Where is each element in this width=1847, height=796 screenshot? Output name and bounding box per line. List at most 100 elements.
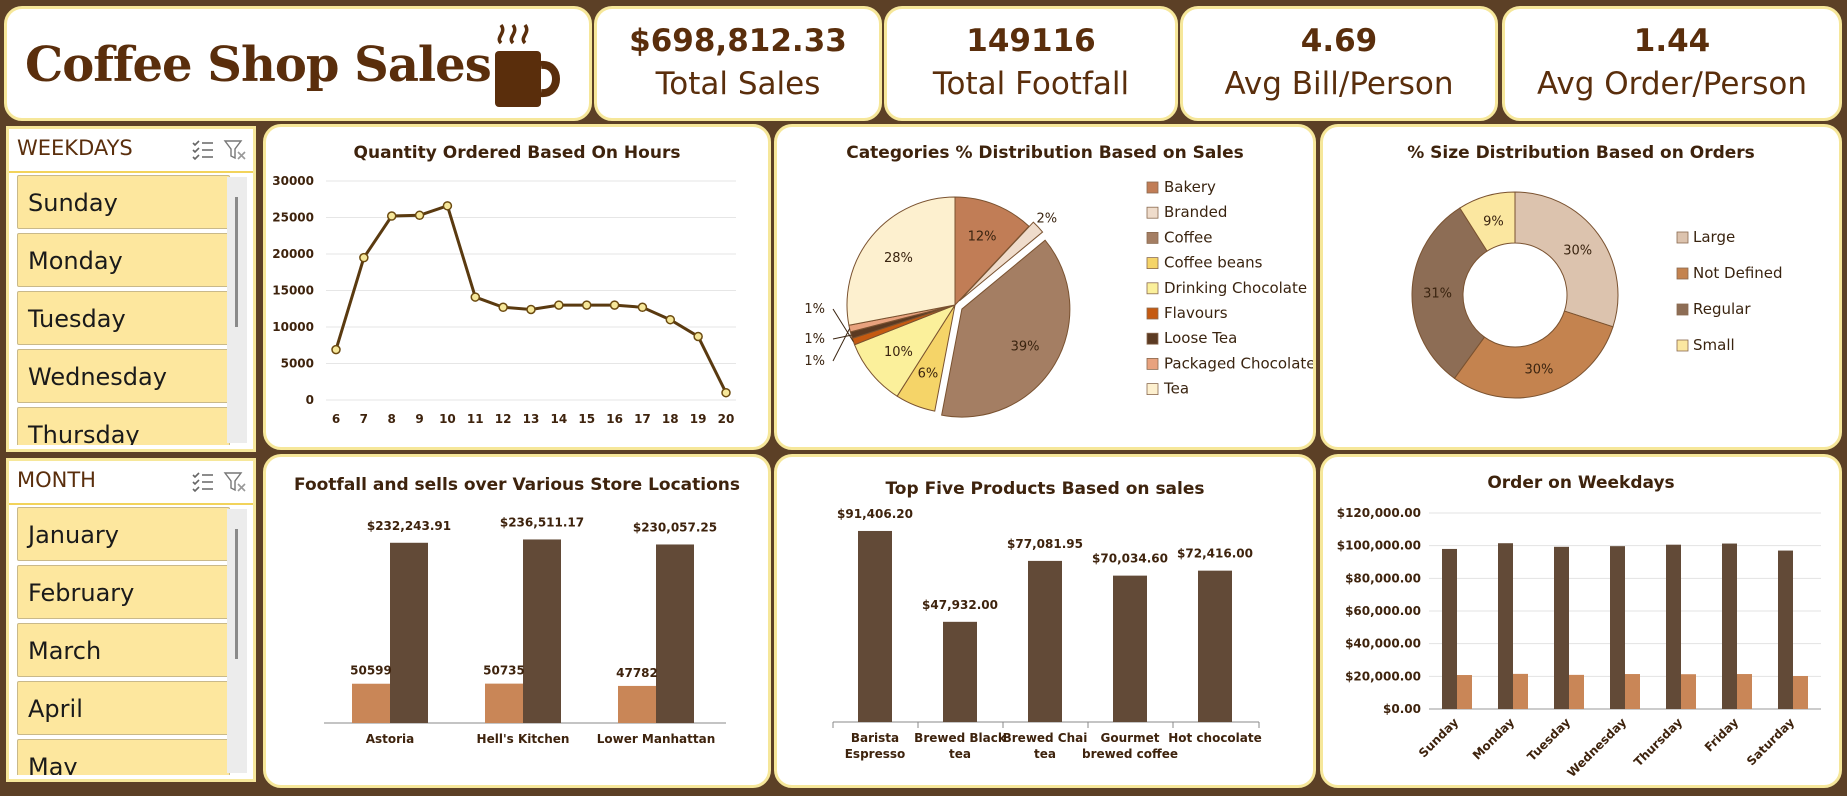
legend-swatch: [1146, 383, 1159, 396]
slicer-scrollbar[interactable]: [227, 509, 247, 773]
legend-swatch: [1676, 303, 1689, 316]
data-point: [442, 201, 453, 211]
chart-title: % Size Distribution Based on Orders: [1407, 143, 1755, 163]
x-tick-label: 6: [332, 412, 340, 426]
data-point: [581, 300, 592, 310]
x-tick-label: 13: [523, 412, 540, 426]
slicer-item-may[interactable]: May: [17, 739, 230, 775]
x-tick-label: 12: [495, 412, 512, 426]
bar: [1457, 675, 1472, 709]
bar: [1113, 575, 1147, 722]
chart-title: Categories % Distribution Based on Sales: [846, 143, 1244, 163]
hours-line-chart-card: Quantity Ordered Based On Hours 30000 250…: [263, 124, 771, 450]
legend-label: Packaged Chocolate: [1164, 354, 1313, 372]
pie-slice: [941, 239, 1071, 418]
data-label: $230,057.25: [633, 520, 717, 534]
bar: [1793, 676, 1808, 709]
legend-label: Coffee: [1164, 228, 1212, 246]
x-tick-label: Lower Manhattan: [597, 732, 716, 746]
data-point: [414, 210, 425, 221]
slicer-item-sunday[interactable]: Sunday: [17, 175, 230, 229]
slice-label: 31%: [1423, 287, 1452, 302]
bar: [1442, 548, 1457, 709]
slicer-item-february[interactable]: February: [17, 565, 230, 619]
category-pie-chart-card: Categories % Distribution Based on Sales…: [774, 124, 1316, 450]
scrollbar-thumb[interactable]: [235, 197, 238, 327]
data-point: [637, 302, 648, 313]
slicer-item-thursday[interactable]: Thursday: [17, 407, 230, 445]
x-tick-label: Brewed Chai: [1003, 731, 1088, 745]
x-tick-label: 16: [606, 412, 623, 426]
slice-label: 28%: [884, 251, 913, 266]
slice-label: 6%: [918, 366, 939, 381]
clear-filter-icon[interactable]: [223, 471, 247, 493]
legend-label: Branded: [1164, 203, 1227, 221]
y-tick-label: $120,000.00: [1337, 506, 1421, 520]
x-tick-label: 18: [662, 412, 679, 426]
size-donut-chart: 30% 30% 31% 9% Large Not Defined Regular Small: [1411, 191, 1783, 399]
x-tick-label: Monday: [1470, 715, 1517, 762]
kpi-value: $698,812.33: [629, 22, 847, 59]
x-tick-label: Espresso: [845, 747, 906, 761]
scrollbar-thumb[interactable]: [235, 529, 238, 659]
data-label: $77,081.95: [1007, 537, 1083, 551]
category-pie-chart: 12% 2% 39% 6% 10% 1% 1% 1% 28% Bakery Branded Coffe…: [804, 178, 1313, 418]
slicer-item-monday[interactable]: Monday: [17, 233, 230, 287]
legend-label: Flavours: [1164, 304, 1228, 322]
clear-filter-icon[interactable]: [223, 139, 247, 161]
x-tick-label: 8: [388, 412, 396, 426]
multi-select-icon[interactable]: [191, 471, 215, 493]
slice-label: 39%: [1011, 339, 1040, 354]
data-label: $232,243.91: [367, 519, 451, 533]
slicer-title: MONTH: [17, 468, 96, 492]
leader-line: [832, 334, 852, 340]
slicer-scrollbar[interactable]: [227, 177, 247, 443]
weekday-orders-bar-chart: $120,000.00 $100,000.00 $80,000.00 $60,000.…: [1337, 506, 1821, 780]
bar: [523, 539, 561, 723]
bar: [1666, 544, 1681, 709]
slicer-item-tuesday[interactable]: Tuesday: [17, 291, 230, 345]
kpi-label: Total Footfall: [932, 65, 1130, 102]
slicer-item-wednesday[interactable]: Wednesday: [17, 349, 230, 403]
x-tick-label: Hot chocolate: [1168, 731, 1262, 745]
data-point: [331, 344, 341, 355]
legend-label: Small: [1693, 336, 1735, 354]
bar: [1681, 674, 1696, 709]
pie-slice: [959, 221, 1044, 302]
legend-swatch: [1146, 232, 1159, 244]
x-tick-label: Friday: [1702, 715, 1741, 754]
x-tick-label: 14: [551, 412, 568, 426]
legend-swatch: [1146, 282, 1159, 295]
bar: [1498, 543, 1513, 709]
slice-label: 12%: [968, 230, 997, 245]
data-label: 50599: [350, 664, 392, 678]
kpi-total-footfall: 149116 Total Footfall: [884, 6, 1178, 121]
y-tick-label: 15000: [272, 284, 314, 298]
legend-label: Regular: [1693, 300, 1751, 318]
x-tick-label: Astoria: [366, 732, 415, 746]
slice-label: 1%: [804, 332, 825, 347]
x-tick-label: Hell's Kitchen: [477, 732, 570, 746]
slicer-items: January February March April May: [17, 507, 230, 775]
x-tick-label: Barista: [851, 731, 899, 745]
data-point: [470, 292, 481, 302]
legend-label: Tea: [1163, 380, 1189, 398]
bar: [943, 621, 977, 722]
legend-swatch: [1146, 206, 1159, 219]
x-tick-label: 20: [718, 412, 735, 426]
bar: [618, 685, 656, 723]
kpi-value: 4.69: [1300, 22, 1378, 59]
multi-select-icon[interactable]: [191, 139, 215, 161]
donut-slice: [1459, 191, 1516, 252]
legend-label: Not Defined: [1693, 264, 1783, 282]
slicer-item-march[interactable]: March: [17, 623, 230, 677]
legend-label: Bakery: [1164, 178, 1216, 196]
size-donut-chart-card: % Size Distribution Based on Orders 30% 3…: [1320, 124, 1842, 450]
legend-swatch: [1146, 181, 1159, 194]
pie-slice: [954, 196, 1030, 307]
leader-line: [832, 328, 851, 362]
legend-label: Loose Tea: [1164, 329, 1237, 347]
slicer-item-april[interactable]: April: [17, 681, 230, 735]
weekdays-slicer: WEEKDAYS Sunday Monday Tuesday Wednesday…: [6, 126, 256, 452]
slicer-item-january[interactable]: January: [17, 507, 230, 561]
